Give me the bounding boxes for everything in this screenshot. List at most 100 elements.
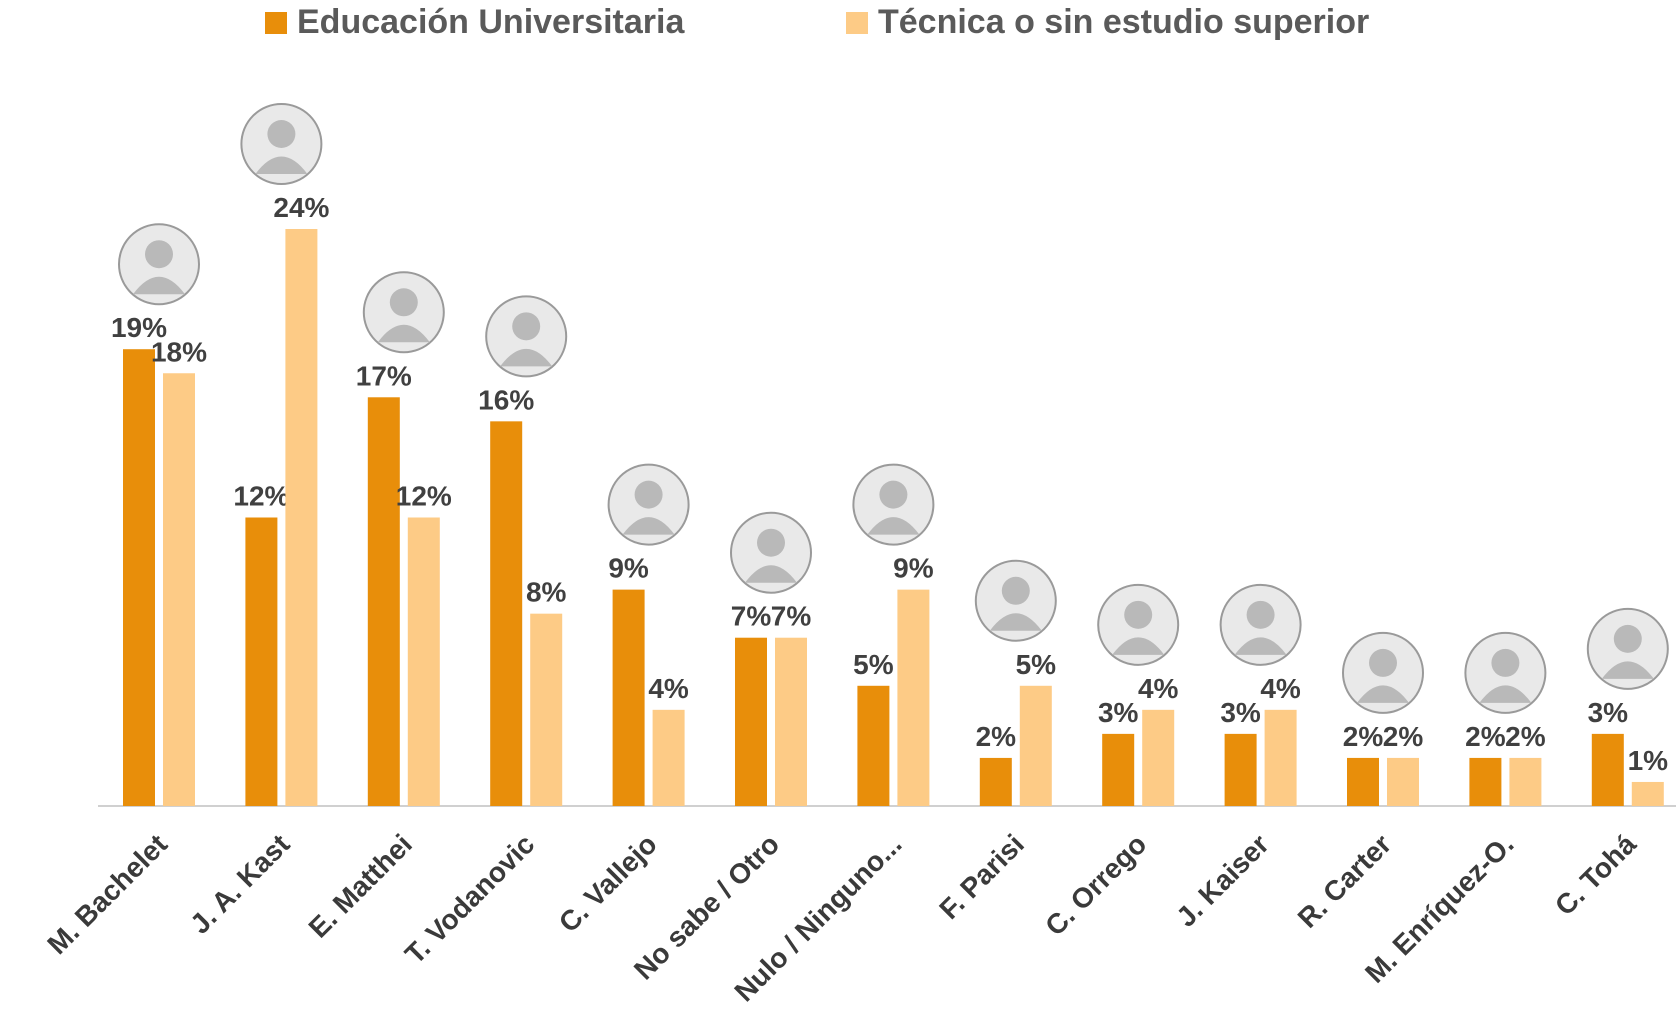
bar bbox=[1142, 709, 1175, 806]
candidate-photo bbox=[730, 511, 812, 594]
photo-head bbox=[389, 288, 418, 317]
legend-swatch bbox=[846, 12, 868, 34]
category-label: J. A. Kast bbox=[184, 828, 295, 939]
bar bbox=[1019, 685, 1052, 806]
category-label: C. Orrego bbox=[1039, 828, 1152, 941]
bar bbox=[1387, 757, 1419, 806]
photo-head bbox=[1246, 600, 1275, 629]
photo-body bbox=[622, 517, 675, 535]
candidate-photo bbox=[1464, 631, 1547, 714]
photo-body bbox=[133, 276, 185, 295]
bar bbox=[1264, 709, 1297, 806]
value-label: 16% bbox=[478, 384, 534, 415]
value-label: 9% bbox=[893, 553, 934, 584]
value-label: 12% bbox=[233, 481, 289, 512]
bar bbox=[123, 349, 155, 806]
value-label: 4% bbox=[1138, 673, 1179, 704]
candidate-photo bbox=[607, 463, 690, 546]
bar bbox=[612, 589, 645, 806]
category-label: J. Kaiser bbox=[1170, 828, 1275, 933]
photo-body bbox=[1234, 637, 1287, 655]
bar bbox=[1224, 733, 1257, 806]
bar bbox=[1591, 733, 1624, 806]
bar bbox=[1509, 757, 1542, 806]
photo-head bbox=[512, 312, 541, 341]
photo-head bbox=[267, 120, 296, 148]
photo-head bbox=[145, 240, 173, 269]
photo-head bbox=[1491, 648, 1520, 677]
bar bbox=[530, 613, 563, 806]
bar bbox=[775, 637, 807, 806]
bar bbox=[407, 517, 440, 806]
photo-body bbox=[1112, 637, 1165, 655]
value-label: 5% bbox=[1016, 649, 1057, 680]
value-label: 7% bbox=[731, 601, 772, 632]
value-label: 4% bbox=[648, 673, 689, 704]
value-label: 17% bbox=[356, 360, 412, 391]
photo-head bbox=[757, 528, 785, 557]
photo-body bbox=[255, 156, 308, 174]
bar bbox=[1347, 757, 1379, 806]
bar bbox=[979, 757, 1012, 806]
category-label: F. Parisi bbox=[933, 828, 1030, 925]
bar bbox=[1469, 757, 1502, 806]
bar bbox=[1102, 733, 1135, 806]
value-label: 3% bbox=[1588, 697, 1629, 728]
photo-head bbox=[879, 480, 908, 509]
bar bbox=[857, 685, 890, 806]
value-label: 9% bbox=[608, 553, 649, 584]
bar bbox=[285, 229, 318, 806]
value-label: 7% bbox=[771, 601, 812, 632]
photo-body bbox=[1357, 685, 1409, 703]
photo-head bbox=[1001, 576, 1030, 605]
candidate-photo bbox=[362, 271, 445, 354]
category-label: E. Matthei bbox=[303, 828, 418, 943]
value-label: 12% bbox=[396, 481, 452, 512]
value-label: 2% bbox=[1505, 721, 1546, 752]
photo-head bbox=[1613, 624, 1642, 653]
value-label: 19% bbox=[111, 312, 167, 343]
photo-body bbox=[989, 613, 1042, 631]
value-label: 2% bbox=[1343, 721, 1384, 752]
category-label: R. Carter bbox=[1292, 828, 1398, 934]
candidate-photo bbox=[852, 463, 935, 546]
candidate-photo bbox=[1342, 631, 1424, 714]
category-label: C. Tohá bbox=[1549, 828, 1642, 921]
bar bbox=[652, 709, 685, 806]
category-label: T. Vodanovic bbox=[399, 828, 540, 969]
value-label: 8% bbox=[526, 577, 567, 608]
bar bbox=[367, 397, 400, 806]
photo-body bbox=[867, 517, 920, 535]
candidate-photo bbox=[485, 295, 568, 378]
photo-head bbox=[1124, 600, 1153, 629]
photo-body bbox=[1479, 685, 1532, 703]
photo-body bbox=[1601, 661, 1654, 679]
photo-head bbox=[1369, 648, 1397, 677]
value-label: 4% bbox=[1260, 673, 1301, 704]
bar bbox=[1631, 781, 1664, 806]
value-label: 3% bbox=[1098, 697, 1139, 728]
category-label: M. Bachelet bbox=[41, 828, 173, 960]
value-label: 3% bbox=[1220, 697, 1261, 728]
bar bbox=[245, 517, 278, 806]
legend-label: Técnica o sin estudio superior bbox=[878, 3, 1369, 41]
value-label: 2% bbox=[1383, 721, 1424, 752]
category-label: C. Vallejo bbox=[553, 828, 663, 938]
photo-head bbox=[634, 480, 663, 509]
candidate-photo bbox=[974, 559, 1057, 642]
candidate-photo bbox=[240, 103, 323, 185]
legend-label: Educación Universitaria bbox=[297, 3, 685, 41]
photo-body bbox=[745, 565, 797, 583]
value-label: 24% bbox=[273, 192, 329, 223]
bar bbox=[490, 421, 523, 806]
value-label: 2% bbox=[976, 721, 1017, 752]
legend-swatch bbox=[265, 12, 287, 34]
candidate-photo bbox=[1219, 583, 1302, 666]
photo-body bbox=[377, 324, 430, 343]
candidate-photo bbox=[1586, 607, 1669, 690]
value-label: 2% bbox=[1465, 721, 1506, 752]
value-label: 1% bbox=[1628, 745, 1669, 776]
candidate-photo bbox=[118, 223, 200, 306]
photo-body bbox=[500, 348, 553, 367]
